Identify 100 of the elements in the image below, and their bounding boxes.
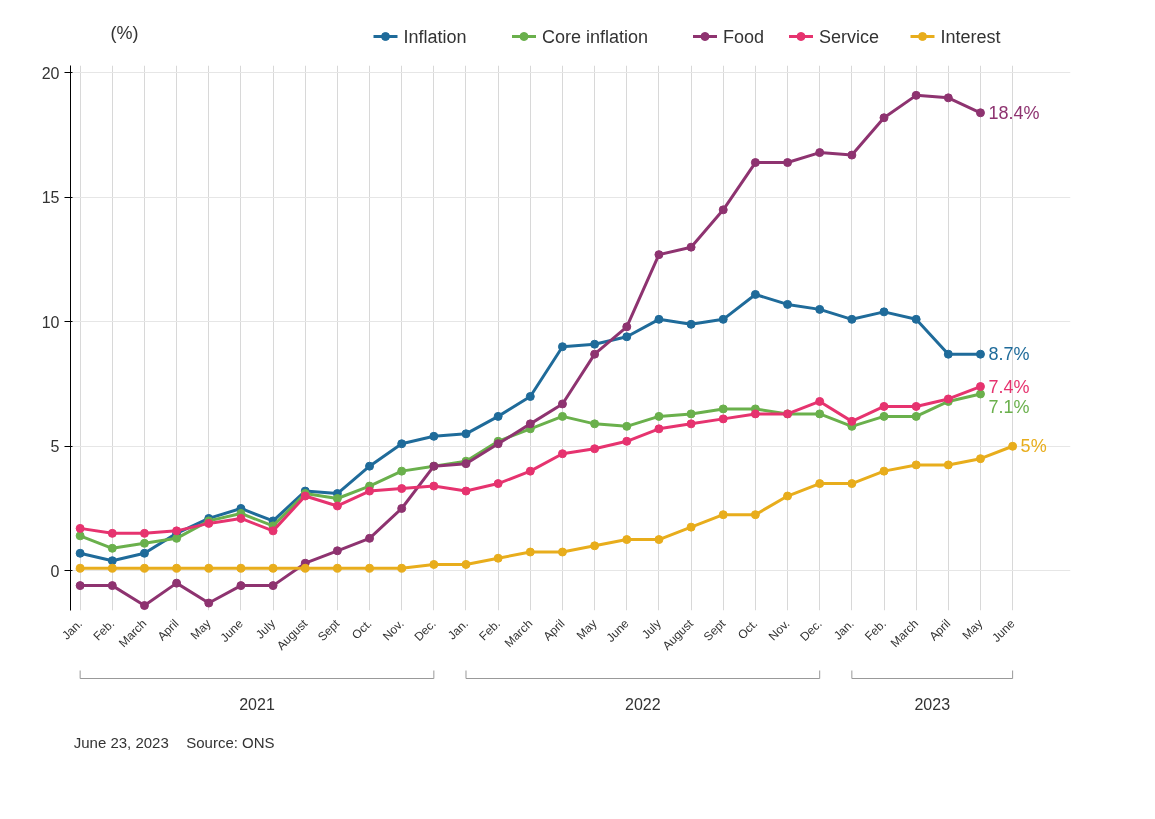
x-tick-label: Nov. [379,616,407,644]
data-label: 7.4% [988,376,1030,397]
point [654,411,664,421]
point [397,484,407,494]
legend-label: Food [723,26,765,47]
x-tick-label: July [638,616,664,642]
point [365,533,375,543]
text: June 23, 2023 [73,733,169,751]
point [622,535,632,545]
point [525,466,535,476]
point [75,581,85,591]
point [975,454,985,464]
point [365,563,375,573]
x-tick-label: Jan. [830,616,857,643]
point [654,535,664,545]
point [236,563,246,573]
point [525,419,535,429]
data-label: 7.1% [988,396,1030,417]
point [365,486,375,496]
point [493,479,503,489]
x-tick-label: May [959,616,986,643]
point [429,431,439,441]
point [975,382,985,392]
point [879,466,889,476]
point [847,416,857,426]
point [815,304,825,314]
point [429,481,439,491]
point [461,559,471,569]
point [590,541,600,551]
point [783,299,793,309]
point [429,559,439,569]
point [750,158,760,168]
point [332,501,342,511]
point [911,314,921,324]
point [461,486,471,496]
point [557,547,567,557]
x-tick-label: May [573,616,600,643]
point [236,513,246,523]
point [783,491,793,501]
text: 2021 [239,695,275,713]
point [943,460,953,470]
x-tick-label: Oct. [349,616,375,643]
point [975,389,985,399]
point [139,528,149,538]
point [75,548,85,558]
point [332,546,342,556]
point [686,319,696,329]
text: 2023 [914,695,951,713]
point [204,563,214,573]
x-tick-label: May [187,616,214,643]
point [911,460,921,470]
point [268,563,278,573]
point [139,563,149,573]
point [686,419,696,429]
point [815,409,825,419]
point [236,581,246,591]
point [590,444,600,454]
point [461,429,471,439]
x-tick-label: Jan. [59,616,86,643]
point [911,90,921,100]
point [622,436,632,446]
y-tick-label: 10 [41,313,60,331]
point [815,479,825,489]
point [107,581,117,591]
legend-label: Inflation [403,26,467,47]
point [815,396,825,406]
legend-label: Core inflation [542,26,649,47]
point [750,510,760,520]
point [107,528,117,538]
data-label: 5% [1020,436,1047,457]
point [654,314,664,324]
y-tick-label: 0 [50,562,60,580]
point [718,314,728,324]
point [718,510,728,520]
point [525,391,535,401]
point [397,503,407,513]
point [943,349,953,359]
point [107,543,117,553]
point [718,404,728,414]
point [397,563,407,573]
point [139,601,149,611]
point [750,409,760,419]
point [622,332,632,342]
x-tick-label: Feb. [90,616,118,644]
text: 2022 [625,695,661,713]
x-tick-label: Oct. [734,616,761,643]
point [879,307,889,317]
point [493,411,503,421]
x-tick-label: Feb. [862,616,889,644]
x-tick-label: July [253,616,279,642]
point [557,411,567,421]
point [107,563,117,573]
point [879,411,889,421]
x-tick-label: Dec. [411,616,439,644]
y-tick-label: 15 [41,189,60,207]
point [975,108,985,118]
point [590,339,600,349]
point [847,314,857,324]
point [75,523,85,533]
point [911,411,921,421]
